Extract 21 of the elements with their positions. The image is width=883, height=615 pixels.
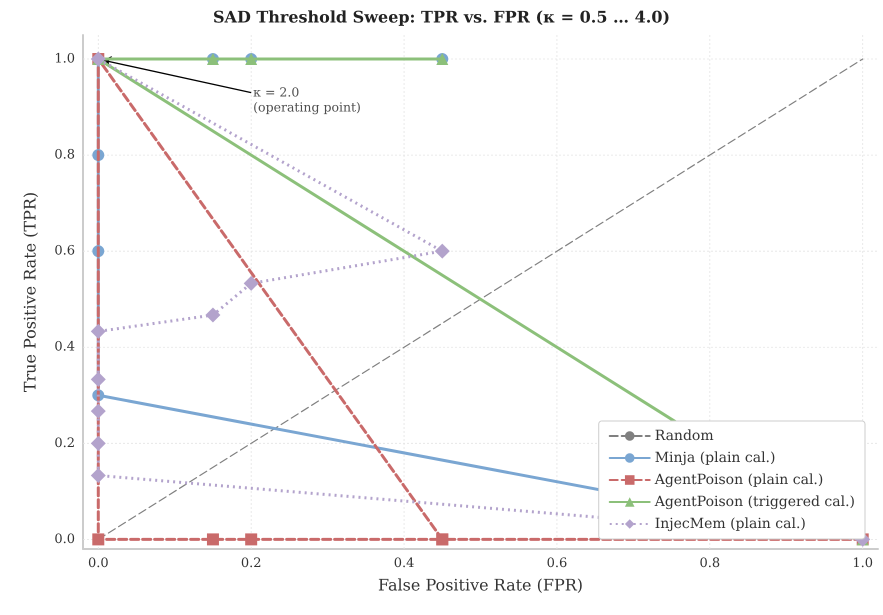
chart-title: SAD Threshold Sweep: TPR vs. FPR (κ = 0.5 … 4.0) xyxy=(212,8,670,26)
y-tick-label: 0.6 xyxy=(54,244,75,259)
x-tick-label: 1.0 xyxy=(852,556,874,571)
y-tick-label: 0.8 xyxy=(54,148,75,163)
legend-label: AgentPoison (plain cal.) xyxy=(654,472,824,488)
x-tick-label: 0.0 xyxy=(88,556,109,571)
y-tick-label: 0.0 xyxy=(54,532,75,547)
annotation: κ = 2.0 (operating point) xyxy=(253,84,361,115)
legend-label: Random xyxy=(654,428,714,444)
legend-label: InjecMem (plain cal.) xyxy=(654,516,806,532)
x-axis-title: False Positive Rate (FPR) xyxy=(378,576,583,594)
x-tick-label: 0.4 xyxy=(394,556,414,571)
legend-label: Minja (plain cal.) xyxy=(654,450,776,466)
y-tick-label: 0.2 xyxy=(54,436,75,451)
y-axis-title: True Positive Rate (TPR) xyxy=(20,192,40,392)
x-tick-label: 0.8 xyxy=(699,556,720,571)
y-tick-label: 1.0 xyxy=(54,52,75,67)
y-tick-label: 0.4 xyxy=(54,340,75,355)
x-tick-label: 0.2 xyxy=(240,556,262,571)
x-tick-label: 0.6 xyxy=(546,556,568,571)
legend-label: AgentPoison (triggered cal.) xyxy=(654,494,856,510)
